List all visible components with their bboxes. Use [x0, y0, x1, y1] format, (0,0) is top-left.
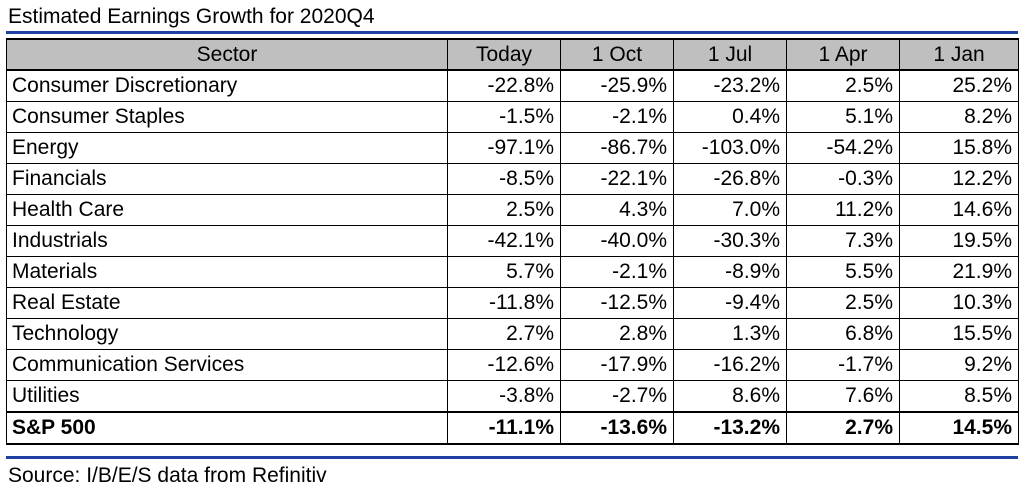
table-row: Health Care 2.5% 4.3% 7.0% 11.2% 14.6%: [6, 194, 1019, 226]
value-1-apr: 7.6%: [786, 380, 900, 413]
table-row: Consumer Discretionary -22.8% -25.9% -23.2%…: [6, 69, 1019, 102]
sector-name: Financials: [6, 163, 448, 195]
value-1-jul: -26.8%: [673, 163, 787, 195]
value-1-jan: 19.5%: [899, 225, 1019, 257]
value-today: -11.8%: [447, 287, 561, 319]
value-1-jul: -9.4%: [673, 287, 787, 319]
value-today: -3.8%: [447, 380, 561, 413]
value-1-oct: -17.9%: [560, 349, 674, 381]
sector-name: Consumer Staples: [6, 101, 448, 133]
column-header-1-jan: 1 Jan: [899, 38, 1019, 71]
value-1-jan: 10.3%: [899, 287, 1019, 319]
value-1-jul: -103.0%: [673, 132, 787, 164]
value-today: 2.7%: [447, 318, 561, 350]
value-1-apr: 5.1%: [786, 101, 900, 133]
value-1-jul: -8.9%: [673, 256, 787, 288]
value-1-oct: -22.1%: [560, 163, 674, 195]
value-1-oct: 2.8%: [560, 318, 674, 350]
value-today: -22.8%: [447, 69, 561, 102]
column-header-1-jul: 1 Jul: [673, 38, 787, 71]
value-1-apr: -0.3%: [786, 163, 900, 195]
value-1-jan: 15.8%: [899, 132, 1019, 164]
value-1-apr: 11.2%: [786, 194, 900, 226]
sector-name: Communication Services: [6, 349, 448, 381]
value-today: -1.5%: [447, 101, 561, 133]
sector-name: S&P 500: [6, 411, 448, 445]
value-1-oct: -25.9%: [560, 69, 674, 102]
table-row: Communication Services -12.6% -17.9% -16.2%…: [6, 349, 1019, 381]
value-1-jan: 8.5%: [899, 380, 1019, 413]
total-row: S&P 500 -11.1% -13.6% -13.2% 2.7% 14.5%: [6, 411, 1019, 445]
table-row: Industrials -42.1% -40.0% -30.3% 7.3% 19.5%: [6, 225, 1019, 257]
value-1-oct: -13.6%: [560, 411, 674, 445]
sector-name: Health Care: [6, 194, 448, 226]
value-1-apr: 2.7%: [786, 411, 900, 445]
value-today: 5.7%: [447, 256, 561, 288]
sector-name: Energy: [6, 132, 448, 164]
value-1-jul: 0.4%: [673, 101, 787, 133]
sector-name: Technology: [6, 318, 448, 350]
value-1-jan: 25.2%: [899, 69, 1019, 102]
top-rule: [6, 31, 1018, 34]
table-row: Utilities -3.8% -2.7% 8.6% 7.6% 8.5%: [6, 380, 1019, 413]
value-1-jan: 21.9%: [899, 256, 1019, 288]
table-title: Estimated Earnings Growth for 2020Q4: [8, 5, 375, 28]
value-today: -42.1%: [447, 225, 561, 257]
table-row: Technology 2.7% 2.8% 1.3% 6.8% 15.5%: [6, 318, 1019, 350]
value-1-oct: -2.1%: [560, 101, 674, 133]
value-1-jan: 8.2%: [899, 101, 1019, 133]
value-1-oct: -40.0%: [560, 225, 674, 257]
value-1-apr: 7.3%: [786, 225, 900, 257]
value-1-apr: -54.2%: [786, 132, 900, 164]
value-1-jan: 14.5%: [899, 411, 1019, 445]
value-1-jul: -13.2%: [673, 411, 787, 445]
column-header-today: Today: [447, 38, 561, 71]
value-today: 2.5%: [447, 194, 561, 226]
value-1-jul: -23.2%: [673, 69, 787, 102]
value-1-oct: -2.1%: [560, 256, 674, 288]
table-row: Materials 5.7% -2.1% -8.9% 5.5% 21.9%: [6, 256, 1019, 288]
value-1-jul: -30.3%: [673, 225, 787, 257]
value-today: -97.1%: [447, 132, 561, 164]
table-row: Consumer Staples -1.5% -2.1% 0.4% 5.1% 8.2%: [6, 101, 1019, 133]
value-1-jul: 8.6%: [673, 380, 787, 413]
sector-name: Materials: [6, 256, 448, 288]
value-1-oct: -12.5%: [560, 287, 674, 319]
sector-name: Real Estate: [6, 287, 448, 319]
source-note: Source: I/B/E/S data from Refinitiv: [8, 464, 327, 487]
sector-name: Industrials: [6, 225, 448, 257]
sector-name: Consumer Discretionary: [6, 69, 448, 102]
value-1-jan: 14.6%: [899, 194, 1019, 226]
column-header-sector: Sector: [6, 38, 448, 71]
table-row: Financials -8.5% -22.1% -26.8% -0.3% 12.2%: [6, 163, 1019, 195]
value-today: -8.5%: [447, 163, 561, 195]
header-row: Sector Today 1 Oct 1 Jul 1 Apr 1 Jan: [6, 38, 1019, 71]
value-1-jul: -16.2%: [673, 349, 787, 381]
table-row: Energy -97.1% -86.7% -103.0% -54.2% 15.8%: [6, 132, 1019, 164]
earnings-growth-table: Sector Today 1 Oct 1 Jul 1 Apr 1 Jan Con…: [6, 38, 1019, 445]
value-1-jan: 9.2%: [899, 349, 1019, 381]
value-1-jul: 1.3%: [673, 318, 787, 350]
value-1-oct: 4.3%: [560, 194, 674, 226]
value-today: -11.1%: [447, 411, 561, 445]
value-1-jul: 7.0%: [673, 194, 787, 226]
column-header-1-oct: 1 Oct: [560, 38, 674, 71]
sector-name: Utilities: [6, 380, 448, 413]
table-row: Real Estate -11.8% -12.5% -9.4% 2.5% 10.3%: [6, 287, 1019, 319]
column-header-1-apr: 1 Apr: [786, 38, 900, 71]
value-1-jan: 15.5%: [899, 318, 1019, 350]
value-1-oct: -86.7%: [560, 132, 674, 164]
table-body: Consumer Discretionary -22.8% -25.9% -23.2%…: [6, 69, 1019, 445]
value-1-jan: 12.2%: [899, 163, 1019, 195]
value-1-apr: 2.5%: [786, 69, 900, 102]
value-1-apr: 6.8%: [786, 318, 900, 350]
value-1-apr: 2.5%: [786, 287, 900, 319]
value-today: -12.6%: [447, 349, 561, 381]
value-1-apr: -1.7%: [786, 349, 900, 381]
value-1-apr: 5.5%: [786, 256, 900, 288]
value-1-oct: -2.7%: [560, 380, 674, 413]
bottom-rule: [6, 456, 1018, 459]
